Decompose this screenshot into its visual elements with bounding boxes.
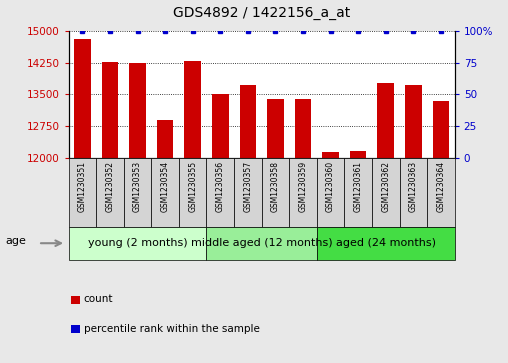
Bar — [151, 158, 179, 227]
Bar — [129, 64, 146, 158]
Text: young (2 months): young (2 months) — [88, 238, 187, 248]
Text: age: age — [5, 236, 26, 246]
Text: GSM1230351: GSM1230351 — [78, 161, 87, 212]
Bar — [74, 39, 90, 158]
Text: GSM1230355: GSM1230355 — [188, 161, 197, 212]
Bar — [240, 85, 256, 158]
Bar — [262, 158, 289, 227]
Bar — [317, 227, 455, 260]
Bar — [234, 158, 262, 227]
Text: GSM1230362: GSM1230362 — [381, 161, 390, 212]
Text: GSM1230364: GSM1230364 — [436, 161, 446, 212]
Bar — [405, 85, 422, 158]
Text: GSM1230352: GSM1230352 — [106, 161, 114, 212]
Bar — [289, 158, 317, 227]
Text: GSM1230357: GSM1230357 — [243, 161, 252, 212]
Bar — [295, 99, 311, 158]
Text: GSM1230356: GSM1230356 — [216, 161, 225, 212]
Bar — [372, 158, 399, 227]
Text: GDS4892 / 1422156_a_at: GDS4892 / 1422156_a_at — [173, 6, 350, 20]
Text: middle aged (12 months): middle aged (12 months) — [191, 238, 332, 248]
Bar — [206, 227, 317, 260]
Text: aged (24 months): aged (24 months) — [336, 238, 436, 248]
Bar — [206, 158, 234, 227]
Text: GSM1230360: GSM1230360 — [326, 161, 335, 212]
Bar — [399, 158, 427, 227]
Text: GSM1230358: GSM1230358 — [271, 161, 280, 212]
Bar — [124, 158, 151, 227]
Bar — [69, 227, 206, 260]
Text: GSM1230354: GSM1230354 — [161, 161, 170, 212]
Bar — [179, 158, 206, 227]
Bar — [322, 152, 339, 158]
Text: GSM1230353: GSM1230353 — [133, 161, 142, 212]
Bar — [212, 94, 229, 158]
Bar — [317, 158, 344, 227]
Bar — [71, 325, 80, 333]
Bar — [102, 62, 118, 158]
Bar — [267, 99, 283, 158]
Bar — [344, 158, 372, 227]
Bar — [184, 61, 201, 158]
Bar — [377, 82, 394, 158]
Bar — [427, 158, 455, 227]
Bar — [96, 158, 124, 227]
Text: count: count — [84, 294, 113, 305]
Text: percentile rank within the sample: percentile rank within the sample — [84, 323, 260, 334]
Bar — [71, 296, 80, 304]
Bar — [433, 101, 449, 158]
Text: GSM1230359: GSM1230359 — [299, 161, 307, 212]
Bar — [157, 120, 173, 158]
Text: GSM1230361: GSM1230361 — [354, 161, 363, 212]
Bar — [69, 158, 96, 227]
Text: GSM1230363: GSM1230363 — [409, 161, 418, 212]
Bar — [350, 151, 366, 158]
